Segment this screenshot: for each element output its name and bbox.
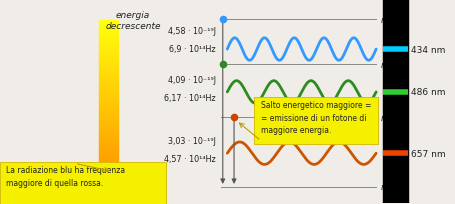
Bar [99,160,118,162]
Bar [99,110,118,112]
Bar [99,89,118,91]
Bar [99,146,118,147]
Bar [99,62,118,64]
Bar [99,37,118,39]
Bar [99,133,118,135]
Bar [99,114,118,116]
Bar [99,28,118,30]
Bar [99,124,118,126]
Text: 434 nm: 434 nm [411,45,446,54]
Bar [99,78,118,80]
Bar [99,96,118,98]
Text: 657 nm: 657 nm [411,149,446,158]
Bar [99,130,118,132]
Bar [99,105,118,107]
Bar [99,116,118,117]
Bar [99,98,118,100]
Bar [99,75,118,76]
FancyBboxPatch shape [254,98,379,144]
Bar [99,128,118,130]
Bar [99,123,118,124]
Text: La radiazione blu ha frequenza
maggiore di quella rossa.: La radiazione blu ha frequenza maggiore … [6,166,126,187]
Bar [99,30,118,32]
Text: 4,57 · 10¹⁴Hz: 4,57 · 10¹⁴Hz [164,154,216,163]
Text: n = 5: n = 5 [381,16,404,25]
Bar [99,112,118,114]
Bar [99,64,118,66]
Text: Salto energetico maggiore =
= emissione di un fotone di
maggiore energia.: Salto energetico maggiore = = emissione … [261,101,371,134]
Bar [99,117,118,119]
Bar [99,27,118,28]
Bar [99,60,118,62]
Text: 486 nm: 486 nm [411,88,446,97]
Bar [99,151,118,153]
Bar [99,46,118,48]
FancyBboxPatch shape [0,163,167,204]
Bar [99,162,118,164]
Bar [99,50,118,52]
Bar [99,34,118,35]
Bar [99,52,118,53]
Bar [99,139,118,141]
Bar [99,25,118,27]
Bar [99,21,118,23]
Bar [99,101,118,103]
Bar [99,91,118,92]
Bar [99,35,118,37]
Bar [99,43,118,44]
Bar [99,126,118,128]
Bar [99,132,118,133]
Bar [99,44,118,46]
Bar [99,71,118,73]
Bar [99,155,118,156]
Bar [99,121,118,123]
Bar [99,55,118,57]
Bar [99,119,118,121]
Bar [99,32,118,34]
Bar [99,135,118,137]
Bar [99,137,118,139]
Bar [99,73,118,75]
Bar [99,76,118,78]
Bar [99,144,118,146]
Bar [99,149,118,151]
Bar [99,23,118,25]
Bar [99,92,118,94]
Text: 6,17 · 10¹⁴Hz: 6,17 · 10¹⁴Hz [164,93,216,102]
Text: 3,03 · 10⁻¹⁹J: 3,03 · 10⁻¹⁹J [168,137,216,146]
Bar [99,69,118,71]
Text: n = 3: n = 3 [381,113,404,122]
Bar [99,142,118,144]
Bar [99,153,118,155]
Text: n = 2: n = 2 [381,183,404,191]
Text: 4,58 · 10⁻¹⁹J: 4,58 · 10⁻¹⁹J [168,27,216,36]
Bar [99,59,118,60]
Text: 4,09 · 10⁻¹⁹J: 4,09 · 10⁻¹⁹J [168,76,216,85]
Text: 6,9 · 10¹⁴Hz: 6,9 · 10¹⁴Hz [169,44,216,53]
Bar [383,0,408,203]
Bar [99,85,118,87]
Bar [99,87,118,89]
Bar [99,39,118,41]
Bar [99,156,118,158]
Bar [99,68,118,69]
Bar [99,57,118,59]
Bar [99,109,118,110]
Bar [99,107,118,109]
Bar [99,100,118,101]
Bar [99,80,118,82]
Bar [99,82,118,84]
Text: n = 4: n = 4 [381,61,404,70]
Bar [99,41,118,43]
Bar [99,94,118,96]
Bar [99,141,118,142]
Text: energia
decrescente: energia decrescente [105,11,161,30]
Bar [99,66,118,68]
Bar [99,147,118,149]
Bar [99,103,118,105]
Bar [99,84,118,85]
Bar [99,48,118,50]
Bar [99,53,118,55]
Bar [99,158,118,160]
